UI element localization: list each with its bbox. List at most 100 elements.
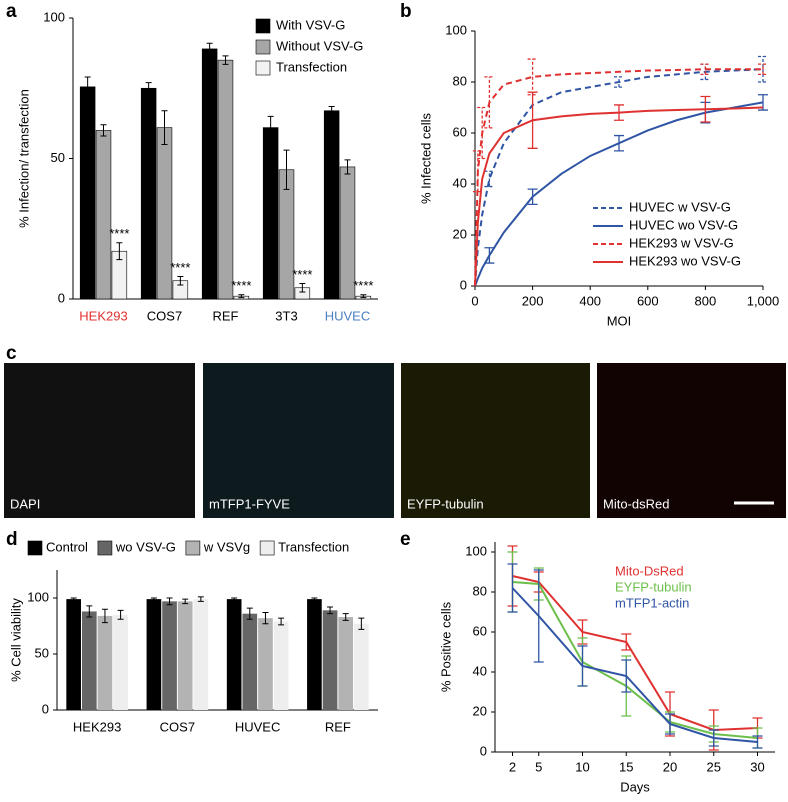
panel-letter: d bbox=[6, 529, 18, 550]
image-label: EYFP-tubulin bbox=[407, 496, 484, 511]
error-bar bbox=[206, 42, 213, 56]
error-bar bbox=[231, 597, 238, 601]
y-tick-label: 100 bbox=[445, 22, 467, 37]
significance: **** bbox=[170, 260, 190, 275]
x-tick-label: COS7 bbox=[147, 308, 182, 323]
bar bbox=[242, 613, 258, 710]
legend-label: Transfection bbox=[276, 59, 347, 74]
error-bar bbox=[311, 597, 318, 601]
legend-label: Transfection bbox=[278, 539, 349, 554]
error-bar bbox=[86, 605, 93, 618]
image-fyve bbox=[203, 363, 394, 518]
error-bar bbox=[614, 134, 624, 152]
error-bar bbox=[752, 735, 763, 749]
bar bbox=[97, 615, 113, 710]
error-bar bbox=[484, 76, 495, 129]
x-tick-label: 800 bbox=[695, 293, 717, 308]
error-bar bbox=[665, 713, 675, 735]
bar bbox=[79, 86, 96, 300]
legend-label: With VSV-G bbox=[276, 17, 345, 32]
bar bbox=[162, 601, 177, 710]
x-axis-label: MOI bbox=[607, 313, 632, 328]
error-bar bbox=[299, 283, 306, 293]
error-bar bbox=[472, 150, 483, 193]
bar bbox=[81, 611, 97, 710]
legend-label: Control bbox=[46, 539, 88, 554]
error-bar bbox=[278, 617, 285, 626]
y-tick-label: 60 bbox=[453, 124, 467, 139]
panel-letter: c bbox=[6, 343, 17, 364]
image-panel-c: c DAPI mTFP1-FYVE EYFP-tubulin Mito-dsRe… bbox=[4, 343, 786, 518]
series-line bbox=[474, 106, 764, 287]
y-tick-label: 50 bbox=[35, 645, 49, 660]
error-bar bbox=[116, 242, 123, 261]
error-bar bbox=[70, 597, 77, 601]
error-bar bbox=[708, 729, 719, 747]
error-bar bbox=[145, 82, 152, 95]
x-tick-label: 1,000 bbox=[747, 293, 780, 308]
error-bar bbox=[246, 607, 253, 620]
y-tick-label: 20 bbox=[473, 703, 487, 718]
legend-label: EYFP-tubulin bbox=[615, 579, 692, 594]
legend-label: HUVEC wo VSV-G bbox=[629, 217, 738, 232]
bar bbox=[193, 599, 209, 710]
error-bar bbox=[177, 276, 184, 286]
bar bbox=[307, 599, 322, 710]
x-tick-label: 10 bbox=[575, 759, 589, 774]
y-axis-label: % Infected cells bbox=[418, 112, 433, 204]
x-tick-label: HUVEC bbox=[325, 308, 371, 323]
bar bbox=[146, 599, 162, 710]
legend-swatch bbox=[255, 39, 271, 55]
panel-letter: b bbox=[400, 1, 412, 22]
bar bbox=[226, 599, 242, 710]
image-tubulin bbox=[401, 363, 590, 518]
significance: **** bbox=[109, 226, 129, 241]
y-tick-label: 0 bbox=[460, 277, 467, 292]
bar bbox=[177, 601, 193, 710]
image-dapi bbox=[4, 363, 195, 518]
bar bbox=[354, 623, 369, 710]
image-label: DAPI bbox=[10, 496, 40, 511]
legend-swatch bbox=[255, 60, 271, 76]
x-tick-label: 30 bbox=[750, 759, 764, 774]
error-bar bbox=[197, 596, 204, 602]
error-bar bbox=[166, 597, 173, 606]
bar bbox=[262, 127, 279, 300]
bar bbox=[113, 614, 128, 710]
error-bar bbox=[527, 188, 538, 206]
x-tick-label: 200 bbox=[522, 293, 544, 308]
bar bbox=[217, 59, 234, 300]
y-tick-label: 100 bbox=[465, 543, 487, 558]
bar bbox=[323, 110, 340, 300]
bar bbox=[66, 599, 81, 710]
panel-letter: e bbox=[400, 529, 411, 550]
x-tick-label: 3T3 bbox=[275, 308, 297, 323]
y-axis-label: % Infection/ transfection bbox=[16, 89, 31, 228]
bar bbox=[338, 617, 354, 710]
error-bar bbox=[238, 294, 245, 299]
x-tick-label: 400 bbox=[579, 293, 601, 308]
error-bar bbox=[267, 115, 274, 140]
error-bar bbox=[161, 110, 168, 145]
error-bar bbox=[360, 294, 367, 299]
error-bar bbox=[527, 91, 538, 149]
bar bbox=[258, 618, 273, 710]
y-tick-label: 80 bbox=[473, 583, 487, 598]
legend-swatch bbox=[259, 540, 275, 556]
y-tick-label: 50 bbox=[51, 150, 65, 165]
error-bar bbox=[621, 633, 632, 651]
error-bar bbox=[150, 597, 157, 601]
error-bar bbox=[614, 76, 624, 88]
x-tick-label: REF bbox=[325, 719, 351, 734]
series-line bbox=[474, 101, 764, 287]
image-label: Mito-dsRed bbox=[603, 496, 669, 511]
y-axis-label: % Positive cells bbox=[438, 601, 453, 692]
error-bar bbox=[614, 104, 624, 121]
y-tick-label: 0 bbox=[42, 701, 49, 716]
significance: **** bbox=[292, 267, 312, 282]
error-bar bbox=[507, 563, 518, 613]
error-bar bbox=[484, 247, 495, 264]
error-bar bbox=[533, 569, 544, 663]
x-tick-label: 0 bbox=[471, 293, 478, 308]
